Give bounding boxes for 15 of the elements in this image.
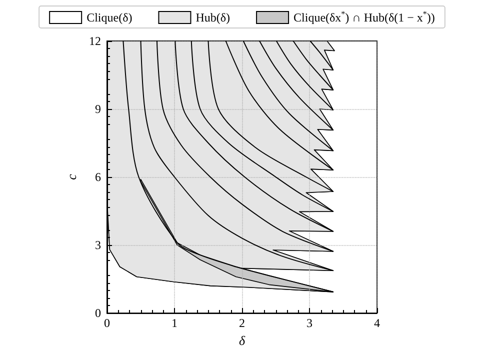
y-tick-label: 12: [89, 34, 101, 48]
legend-label: Clique(δ): [86, 10, 132, 24]
y-tick-label: 9: [95, 102, 101, 116]
x-tick-label: 0: [104, 316, 110, 330]
y-axis-title: c: [64, 174, 80, 180]
y-tick-label: 6: [95, 170, 101, 184]
x-tick-label: 4: [374, 316, 380, 330]
legend-label: Hub(δ): [196, 10, 230, 24]
y-tick-label: 0: [95, 306, 101, 320]
x-tick-label: 1: [172, 316, 178, 330]
legend-label: Clique(δx*) ∩ Hub(δ(1 − x*)): [294, 10, 435, 24]
x-axis-title: δ: [238, 332, 246, 348]
x-tick-label: 3: [306, 316, 312, 330]
y-tick-label: 3: [95, 238, 101, 252]
x-tick-label: 2: [239, 316, 245, 330]
